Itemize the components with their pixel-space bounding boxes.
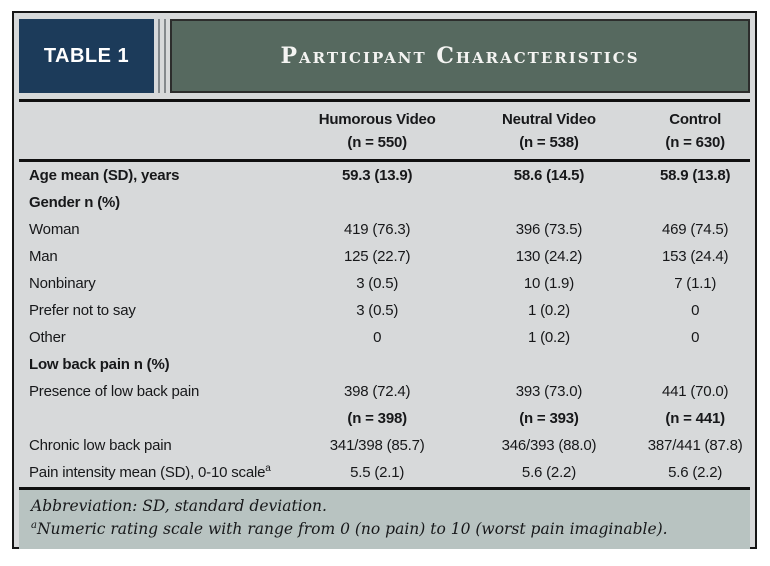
table-card: TABLE 1 Participant Characteristics Humo…	[12, 11, 757, 550]
horizontal-rule-top	[19, 99, 750, 102]
table-row-gender-section: Gender n (%)	[29, 193, 120, 211]
table-number-badge: TABLE 1	[19, 19, 154, 93]
column-header-humorous: Humorous Video (n = 550)	[318, 111, 436, 152]
numeric-scale-note: aNumeric rating scale with range from 0 …	[31, 519, 668, 538]
table-row-nonbinary: Nonbinary 3 (0.5) 10 (1.9) 7 (1.1)	[29, 274, 717, 292]
table-row-chronic-low-back-pain: Chronic low back pain 341/398 (85.7) 346…	[29, 436, 743, 454]
table-row-woman: Woman 419 (76.3) 396 (73.5) 469 (74.5)	[29, 220, 729, 238]
table-row-presence-low-back-pain: Presence of low back pain 398 (72.4) 393…	[29, 382, 729, 400]
column-header-row: Humorous Video (n = 550) Neutral Video (…	[19, 102, 750, 160]
table-row-subgroup-n: (n = 398) (n = 393) (n = 441)	[347, 409, 725, 427]
column-header-neutral: Neutral Video (n = 538)	[502, 111, 596, 152]
header-divider	[158, 19, 166, 93]
table-row-pain-intensity: Pain intensity mean (SD), 0-10 scalea 5.…	[29, 463, 723, 481]
table-row-age: Age mean (SD), years 59.3 (13.9) 58.6 (1…	[29, 166, 731, 184]
footnote-marker-a: a	[265, 463, 271, 474]
table-header-band: TABLE 1 Participant Characteristics	[19, 19, 750, 93]
table-title-box: Participant Characteristics	[170, 19, 750, 93]
table-number-label: TABLE 1	[43, 44, 130, 67]
participant-characteristics-table: Humorous Video (n = 550) Neutral Video (…	[19, 102, 750, 486]
abbreviation-note: Abbreviation: SD, standard deviation.	[31, 496, 327, 515]
empty-header-cell	[19, 102, 297, 160]
table-row-other: Other 0 1 (0.2) 0	[29, 328, 700, 346]
table-row-low-back-pain-section: Low back pain n (%)	[29, 355, 170, 373]
table-row-man: Man 125 (22.7) 130 (24.2) 153 (24.4)	[29, 247, 729, 265]
footnote-band: Abbreviation: SD, standard deviation. aN…	[19, 486, 750, 550]
table-title: Participant Characteristics	[280, 43, 640, 69]
column-header-control: Control (n = 630)	[665, 111, 725, 152]
footnote-marker-a: a	[31, 519, 37, 531]
table-row-prefer-not-to-say: Prefer not to say 3 (0.5) 1 (0.2) 0	[29, 301, 700, 319]
table-body: Age mean (SD), years 59.3 (13.9) 58.6 (1…	[19, 160, 750, 486]
